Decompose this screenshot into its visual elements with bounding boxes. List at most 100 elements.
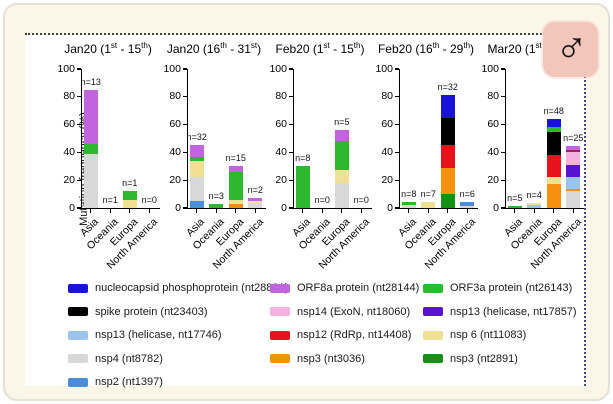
stacked-bar (527, 203, 542, 208)
bar-segment-spike (546, 131, 561, 156)
n-count-label: n=32 (186, 132, 207, 143)
stacked-bar (189, 145, 204, 208)
legend-label: nsp2 (nt1397) (95, 376, 163, 388)
legend-label: nsp13 (helicase, nt17857) (450, 305, 577, 318)
y-tick-label: 0 (387, 201, 393, 214)
n-count-label: n=0 (314, 195, 330, 205)
chart-panels: Jan20 (1st - 15th) 0 20 40 60 80 100 Asia n=13 Oc… (55, 37, 585, 277)
y-tick-mark (183, 207, 187, 209)
y-tick-label: 80 (63, 90, 75, 103)
x-tick-mark (341, 209, 343, 214)
bar-segment-nsp4 (334, 182, 349, 208)
legend-swatch-spike (68, 307, 88, 316)
y-tick-label: 0 (493, 201, 499, 214)
bar-segment-orf3a (507, 205, 522, 208)
n-count-label: n=3 (208, 190, 224, 201)
n-count-label: n=8 (295, 153, 311, 164)
legend-item: nsp3 (nt3036) (270, 352, 365, 366)
bar-segment-nucleocapsid (440, 95, 455, 118)
chart-panel: Jan20 (16th - 31st) 0 20 40 60 80 100 Asia n=32 O… (161, 37, 267, 277)
y-tick-mark (395, 207, 399, 209)
bar-segment-nsp4 (83, 153, 98, 208)
legend-swatch-nsp14 (270, 307, 290, 316)
bar-segment-nsp6 (248, 201, 263, 204)
y-tick-label: 40 (63, 145, 75, 158)
bar-segment-nsp2 (460, 202, 475, 206)
plot-area (399, 69, 478, 209)
legend-label: ORF8a protein (nt28144) (297, 282, 420, 294)
legend-item: nsp3 (nt2891) (423, 352, 518, 366)
bar-segment-orf8a (228, 166, 243, 172)
bar-segment-nsp6 (122, 199, 137, 208)
bar-segment-orf3a (295, 166, 310, 208)
y-tick-mark (501, 68, 505, 70)
legend-swatch-orf8a (270, 283, 290, 293)
bar-segment-nsp13_17746 (527, 205, 542, 208)
y-tick-mark (183, 179, 187, 181)
panel-title: Feb20 (1st - 15th) (275, 41, 365, 56)
legend-label: nsp3 (nt3036) (297, 352, 365, 365)
figure-canvas: Mutation frequency (%) Jan20 (1st - 15th… (25, 33, 586, 388)
y-tick-label: 20 (63, 173, 75, 186)
stacked-bar (460, 202, 475, 208)
y-tick-label: 60 (487, 118, 499, 131)
x-tick-mark (553, 209, 555, 214)
y-tick-mark (395, 96, 399, 98)
n-count-label: n=1 (122, 178, 138, 189)
x-tick-mark (235, 209, 237, 214)
n-count-label: n=15 (225, 153, 246, 164)
y-tick-label: 80 (169, 90, 181, 103)
y-tick-label: 0 (175, 201, 181, 214)
bar-segment-nsp3_2891 (440, 194, 455, 208)
bar-segment-orf3a (334, 141, 349, 171)
legend-swatch-orf3a (423, 283, 443, 293)
x-tick-mark (408, 209, 410, 214)
y-tick-label: 100 (57, 62, 75, 75)
y-tick-label: 40 (275, 145, 287, 158)
panel-title: Feb20 (16th - 29th) (377, 41, 475, 56)
y-tick-mark (289, 151, 293, 154)
bar-segment-orf8a (83, 89, 98, 145)
bar-segment-nsp4 (189, 177, 204, 202)
panel-title: Jan20 (1st - 15th) (64, 41, 152, 56)
legend-item: nsp14 (ExoN, nt18060) (270, 305, 410, 319)
bar-segment-spike (440, 117, 455, 146)
y-tick-label: 80 (275, 90, 287, 103)
bar-segment-nsp3_3036 (546, 184, 561, 208)
x-tick-mark (514, 209, 516, 214)
y-tick-mark (77, 151, 81, 154)
x-tick-mark (466, 209, 468, 214)
plot-area (293, 69, 372, 209)
bar-segment-nsp4 (248, 203, 263, 208)
y-tick-label: 80 (381, 90, 393, 103)
x-tick-mark (90, 209, 92, 214)
y-tick-label: 60 (169, 118, 181, 131)
bar-segment-nsp4 (566, 191, 581, 208)
x-tick-mark (302, 209, 304, 214)
x-tick-mark (129, 209, 131, 214)
x-tick-mark (254, 209, 256, 214)
stacked-bar (507, 205, 522, 208)
legend: nucleocapsid phosphoprotein (nt28881) spi… (25, 275, 586, 395)
bar-segment-nsp3_3036 (228, 203, 243, 208)
bar-segment-nsp14 (566, 152, 581, 165)
bar-segment-orf3a (122, 191, 137, 200)
legend-item: spike protein (nt23403) (68, 305, 208, 319)
bar-segment-orf8a (566, 146, 581, 151)
y-tick-mark (183, 68, 187, 70)
bar-segment-nsp2 (189, 201, 204, 208)
bar-segment-dark_magenta (566, 150, 581, 153)
y-tick-mark (77, 179, 81, 181)
x-tick-mark (196, 209, 198, 214)
chart-panel: Jan20 (1st - 15th) 0 20 40 60 80 100 Asia n=13 Oc… (55, 37, 161, 277)
bar-segment-nsp3_3036 (566, 189, 581, 192)
bar-segment-nsp4 (401, 205, 416, 208)
y-tick-label: 100 (481, 62, 499, 75)
legend-label: nsp3 (nt2891) (450, 352, 518, 365)
legend-swatch-nsp3_3036 (270, 354, 290, 363)
legend-item: nsp13 (helicase, nt17746) (68, 328, 222, 342)
n-count-label: n=0 (353, 195, 369, 205)
legend-item: nsp4 (nt8782) (68, 352, 163, 366)
x-tick-mark (572, 209, 574, 214)
n-count-label: n=48 (543, 106, 564, 117)
